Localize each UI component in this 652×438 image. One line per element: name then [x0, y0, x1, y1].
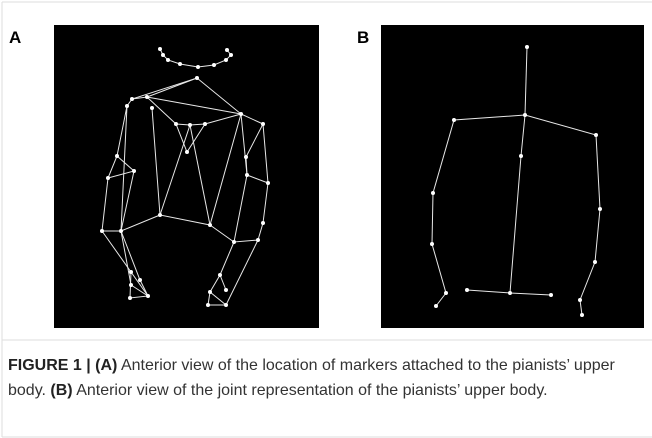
caption-part-text: Anterior view of the joint representatio… [72, 382, 548, 399]
caption-part-label: (A) [95, 357, 118, 374]
panel-label: B [357, 28, 370, 47]
panel-a-image [54, 25, 319, 328]
marker-skeleton [100, 47, 270, 307]
caption-part-text: Anterior view of the location of markers… [8, 357, 615, 399]
figure-label: FIGURE 1 | [8, 357, 91, 374]
caption-part-label: (B) [50, 382, 73, 399]
panel-b-image [381, 25, 644, 328]
joint-skeleton [430, 45, 602, 317]
figure-caption: FIGURE 1 | (A) Anterior view of the loca… [8, 353, 628, 403]
panel-label: A [9, 28, 22, 47]
